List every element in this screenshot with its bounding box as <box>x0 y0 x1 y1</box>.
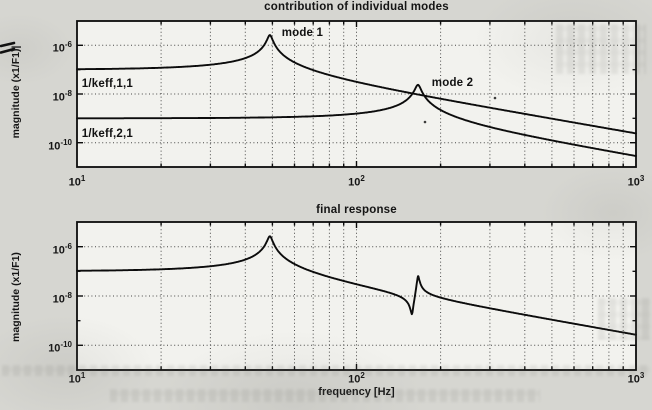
final-response-curve <box>76 235 637 336</box>
y-tick-label: 10-8 <box>52 89 72 104</box>
top-plot-title: contribution of individual modes <box>264 1 449 13</box>
ink-speck <box>423 120 427 124</box>
ink-speck <box>493 96 497 100</box>
bottom-plot-title: final response <box>316 204 397 216</box>
x-tick-label: 101 <box>68 174 86 189</box>
bleed-through-text-artifact <box>598 298 650 340</box>
x-tick-label: 102 <box>348 174 365 189</box>
x-tick-label: 102 <box>348 371 365 386</box>
mode-1-curve <box>76 34 637 135</box>
annotation-keff-2: 1/keff,2,1 <box>81 127 134 140</box>
bleed-through-text-artifact <box>556 24 646 74</box>
annotation-mode-1: mode 1 <box>281 27 324 40</box>
x-tick-label: 103 <box>627 174 645 189</box>
y-tick-label: 10-10 <box>48 137 72 153</box>
y-tick-label: 10-10 <box>48 340 72 355</box>
clipped-edge-glyph <box>0 41 16 54</box>
bleed-through-text-artifact <box>2 365 650 376</box>
annotation-keff-1: 1/keff,1,1 <box>81 77 134 90</box>
y-tick-label: 10-8 <box>52 291 72 306</box>
bleed-through-text-artifact <box>110 389 540 402</box>
x-tick-label: 101 <box>68 371 86 386</box>
x-tick-label: 103 <box>627 371 645 386</box>
x-axis-label: frequency [Hz] <box>318 386 395 398</box>
y-tick-label: 10-6 <box>52 241 72 257</box>
y-tick-label: 10-6 <box>52 40 72 55</box>
mode-2-curve <box>76 83 637 157</box>
annotation-mode-2: mode 2 <box>431 77 474 89</box>
